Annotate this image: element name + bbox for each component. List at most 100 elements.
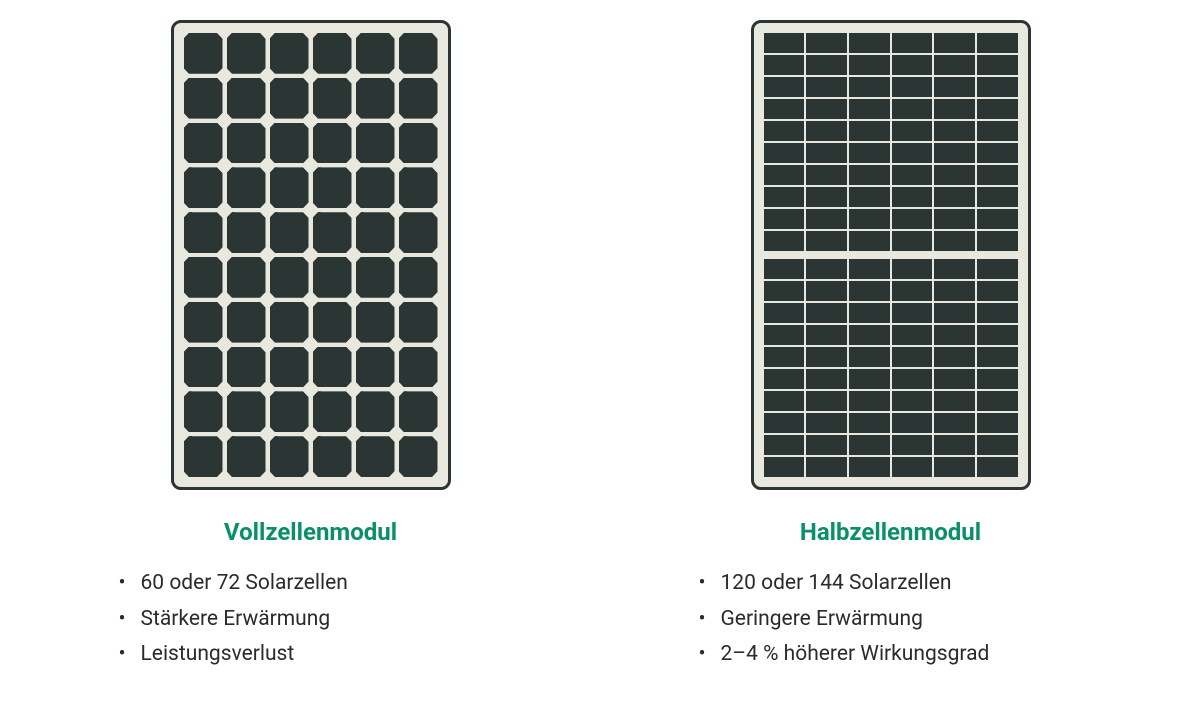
full-cell: [399, 302, 438, 343]
half-cell: [934, 165, 975, 185]
half-cell: [764, 457, 805, 477]
half-cell: [892, 187, 933, 207]
full-cell: [399, 347, 438, 388]
half-cell: [806, 77, 847, 97]
half-cell: [977, 55, 1018, 75]
bullet-item: Leistungsverlust: [119, 637, 521, 673]
half-cell: [934, 457, 975, 477]
half-cell: [934, 413, 975, 433]
full-cell: [270, 212, 309, 253]
full-cell: [184, 123, 223, 164]
half-cell: [977, 259, 1018, 279]
full-cell: [184, 257, 223, 298]
half-cell: [764, 187, 805, 207]
half-cell: [892, 55, 933, 75]
full-cell: [356, 257, 395, 298]
full-cell: [227, 123, 266, 164]
half-cell: [934, 391, 975, 411]
half-cell: [892, 209, 933, 229]
bullet-item: Geringere Erwärmung: [699, 602, 1101, 638]
half-cell: [977, 281, 1018, 301]
half-cell: [806, 33, 847, 53]
full-cell: [356, 123, 395, 164]
full-cell: [270, 436, 309, 477]
half-cell: [764, 99, 805, 119]
full-cell: [313, 167, 352, 208]
half-cell: [934, 435, 975, 455]
full-cell: [227, 347, 266, 388]
half-cell: [977, 209, 1018, 229]
half-cell: [806, 231, 847, 251]
full-cell-module-block: Vollzellenmodul 60 oder 72 SolarzellenSt…: [101, 20, 521, 673]
full-cell: [270, 391, 309, 432]
full-cell: [184, 436, 223, 477]
bullet-item: 60 oder 72 Solarzellen: [119, 566, 521, 602]
half-cell: [764, 231, 805, 251]
full-cell: [313, 436, 352, 477]
half-cell: [764, 413, 805, 433]
full-cell: [270, 347, 309, 388]
full-cell: [313, 212, 352, 253]
half-cell: [806, 435, 847, 455]
half-cell: [806, 187, 847, 207]
half-cell: [764, 143, 805, 163]
full-cell: [227, 257, 266, 298]
full-cell: [270, 78, 309, 119]
half-cell: [806, 413, 847, 433]
half-cell: [764, 259, 805, 279]
half-cell: [764, 391, 805, 411]
full-cell: [184, 391, 223, 432]
half-cell: [849, 413, 890, 433]
full-cell: [227, 436, 266, 477]
half-cell: [892, 347, 933, 367]
half-cell: [892, 143, 933, 163]
half-cell: [764, 303, 805, 323]
half-cell: [934, 33, 975, 53]
full-cell: [184, 167, 223, 208]
half-cell: [764, 369, 805, 389]
half-cell: [849, 347, 890, 367]
half-cell: [892, 121, 933, 141]
full-cell: [313, 33, 352, 74]
half-cell: [764, 55, 805, 75]
half-cell-module-block: Halbzellenmodul 120 oder 144 Solarzellen…: [681, 20, 1101, 673]
full-cell: [227, 212, 266, 253]
half-cell-wrap: [764, 33, 1018, 477]
half-cell: [934, 55, 975, 75]
full-cell: [399, 33, 438, 74]
full-cell: [356, 302, 395, 343]
half-cell: [977, 121, 1018, 141]
half-cell: [849, 435, 890, 455]
full-cell: [356, 78, 395, 119]
full-cell-panel: [171, 20, 451, 490]
full-cell: [227, 391, 266, 432]
half-cell: [977, 413, 1018, 433]
half-cell: [806, 457, 847, 477]
full-cell: [270, 33, 309, 74]
half-cell: [892, 457, 933, 477]
half-cell: [849, 165, 890, 185]
half-cell: [892, 325, 933, 345]
full-cell: [356, 33, 395, 74]
half-cell: [892, 303, 933, 323]
full-cell-bullets: 60 oder 72 SolarzellenStärkere Erwärmung…: [101, 566, 521, 673]
full-cell: [356, 212, 395, 253]
half-cell: [764, 435, 805, 455]
full-cell: [399, 167, 438, 208]
half-cell: [977, 303, 1018, 323]
half-cell: [849, 259, 890, 279]
half-cell: [849, 325, 890, 345]
half-cell: [849, 187, 890, 207]
full-cell: [313, 347, 352, 388]
half-cell: [849, 231, 890, 251]
half-cell: [806, 143, 847, 163]
half-cell: [934, 281, 975, 301]
half-cell-bullets: 120 oder 144 SolarzellenGeringere Erwärm…: [681, 566, 1101, 673]
half-cell: [806, 121, 847, 141]
full-cell: [399, 257, 438, 298]
full-cell: [227, 78, 266, 119]
half-cell: [934, 187, 975, 207]
full-cell-title: Vollzellenmodul: [224, 518, 397, 546]
half-cell: [764, 33, 805, 53]
half-cell: [892, 413, 933, 433]
